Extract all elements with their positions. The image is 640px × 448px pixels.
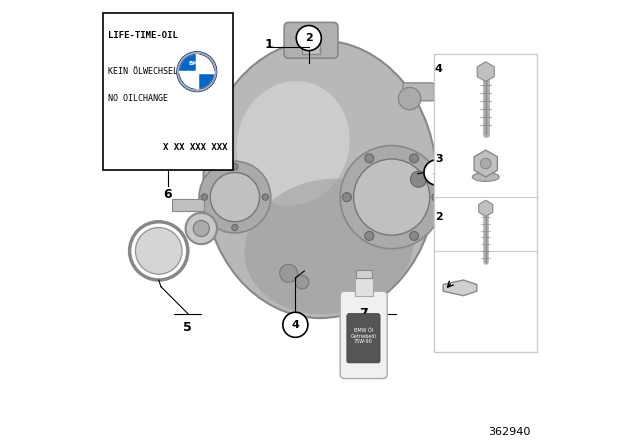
FancyBboxPatch shape [435,54,538,352]
Ellipse shape [472,172,499,181]
Circle shape [342,193,351,202]
Text: 3: 3 [435,154,442,164]
Text: 7: 7 [360,307,368,320]
Wedge shape [197,72,214,89]
Circle shape [280,264,298,282]
Wedge shape [197,55,214,72]
Bar [172,199,204,211]
Circle shape [136,228,182,274]
FancyBboxPatch shape [284,22,338,58]
Bar [356,270,372,278]
Text: NO OILCHANGE: NO OILCHANGE [108,94,168,103]
Wedge shape [180,72,197,89]
Circle shape [365,232,374,241]
Text: LIFE-TIME-OIL: LIFE-TIME-OIL [108,31,178,40]
Text: 1: 1 [264,38,273,52]
Ellipse shape [237,81,349,206]
Circle shape [296,26,321,51]
Circle shape [283,312,308,337]
Bar [355,278,373,296]
Text: 2: 2 [435,212,443,222]
Bar [302,36,320,54]
Circle shape [193,220,209,237]
Text: 5: 5 [184,320,192,334]
Circle shape [410,154,419,163]
Circle shape [199,161,271,233]
Text: 4: 4 [435,65,443,74]
FancyBboxPatch shape [347,314,380,363]
FancyBboxPatch shape [340,291,387,379]
Circle shape [232,224,238,231]
Circle shape [262,194,269,200]
Circle shape [340,146,443,249]
Circle shape [410,232,419,241]
Circle shape [481,158,491,169]
Ellipse shape [244,179,413,314]
FancyBboxPatch shape [403,83,434,101]
Circle shape [353,159,430,235]
Circle shape [232,164,238,170]
Text: 6: 6 [163,188,172,202]
Polygon shape [443,280,477,296]
Circle shape [365,154,374,163]
Text: 2: 2 [305,33,313,43]
Text: 362940: 362940 [488,427,531,437]
Circle shape [201,194,207,200]
Text: BMW: BMW [188,61,204,66]
Circle shape [410,171,427,187]
Text: 4: 4 [291,320,300,330]
Circle shape [398,87,421,110]
FancyBboxPatch shape [103,13,233,170]
Text: BMW Öl
Getriebeöl
75W-90: BMW Öl Getriebeöl 75W-90 [351,327,376,345]
Wedge shape [180,55,197,72]
Text: KEIN ÖLWECHSEL: KEIN ÖLWECHSEL [108,67,178,76]
Circle shape [424,160,449,185]
Circle shape [432,193,441,202]
Text: X XX XXX XXX: X XX XXX XXX [163,143,227,152]
Circle shape [296,276,309,289]
Circle shape [186,213,217,244]
Ellipse shape [204,40,436,318]
Text: 3: 3 [433,168,440,177]
Circle shape [210,172,260,222]
